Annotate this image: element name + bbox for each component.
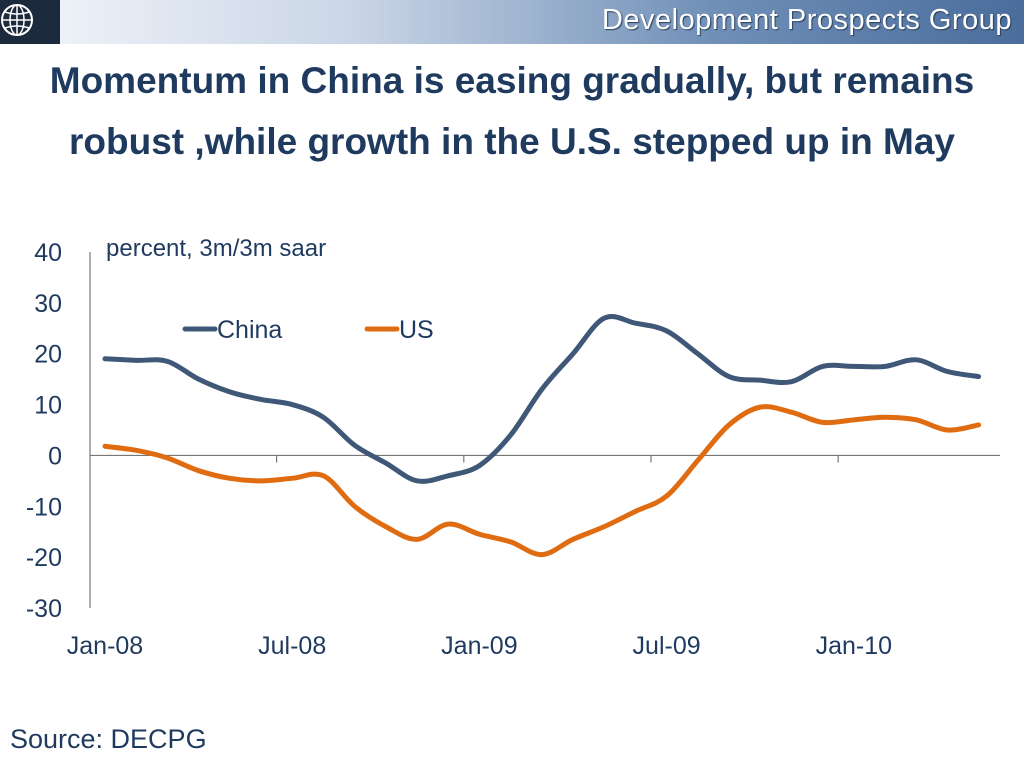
y-tick-label: -10 — [26, 493, 62, 521]
y-tick-label: 0 — [48, 442, 62, 470]
y-tick-label: 10 — [34, 392, 62, 420]
y-tick-label: 30 — [34, 290, 62, 318]
source-note: Source: DECPG — [10, 724, 207, 754]
x-tick-label: Jan-10 — [816, 632, 892, 660]
legend-label-us: US — [399, 316, 434, 344]
legend-label-china: China — [217, 316, 282, 344]
x-tick-label: Jul-08 — [258, 632, 326, 660]
series-line-china — [102, 313, 982, 484]
y-tick-label: -30 — [26, 595, 62, 623]
header-banner: Development Prospects Group — [0, 0, 1024, 44]
logo — [0, 0, 60, 44]
globe-icon — [1, 4, 33, 36]
x-tick-label: Jan-08 — [67, 632, 143, 660]
y-axis-label: percent, 3m/3m saar — [106, 235, 326, 262]
y-tick-label: 20 — [34, 341, 62, 369]
y-tick-label: -20 — [26, 544, 62, 572]
y-tick-label: 40 — [34, 239, 62, 267]
group-name: Development Prospects Group — [601, 4, 1012, 36]
x-tick-label: Jul-09 — [633, 632, 701, 660]
series-line-us — [102, 404, 982, 558]
x-tick-label: Jan-09 — [441, 632, 517, 660]
chart-title: Momentum in China is easing gradually, b… — [49, 60, 975, 162]
